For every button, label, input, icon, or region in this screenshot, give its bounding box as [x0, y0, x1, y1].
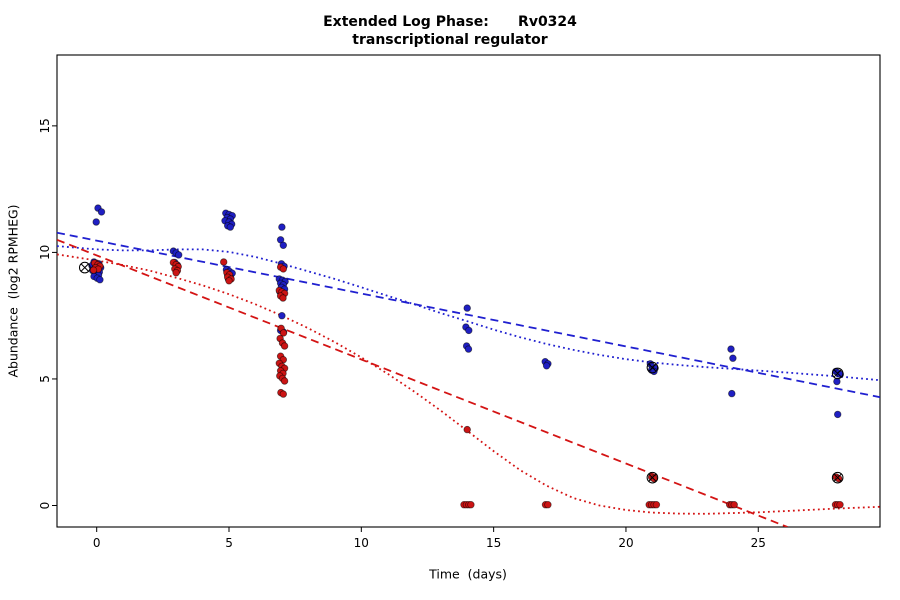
data-point-red [89, 266, 98, 274]
red-dashed-fit [57, 238, 788, 527]
x-axis: 0 5 10 15 20 25 [93, 527, 766, 550]
x-tick-label: 20 [618, 536, 633, 550]
trend-lines [57, 231, 880, 527]
chart-title-line2: transcriptional regulator [352, 32, 548, 48]
data-point-blue [97, 208, 106, 216]
data-point-blue [92, 218, 100, 226]
series-red [89, 258, 844, 509]
circle-x-icon [648, 363, 657, 372]
circle-x-icon [833, 369, 842, 378]
data-point-red [279, 390, 287, 398]
data-point-red [463, 425, 471, 434]
data-point-red [279, 294, 287, 302]
circle-x-icon [80, 263, 89, 272]
data-point-red [652, 501, 661, 509]
data-point-red [219, 258, 228, 266]
data-point-red [730, 501, 738, 509]
circle-x-icon [648, 473, 657, 482]
x-tick-label: 10 [354, 536, 369, 550]
data-point-blue [226, 223, 234, 231]
red-dotted-fit [57, 253, 880, 515]
data-point-red [172, 269, 180, 277]
y-axis: 0 5 10 15 [38, 118, 57, 509]
data-point-blue [728, 389, 736, 398]
series-blue [88, 204, 844, 419]
chart-title-line1: Extended Log Phase: Rv0324 [323, 14, 577, 30]
x-tick-label: 0 [93, 536, 101, 550]
circle-x-icon [831, 367, 844, 380]
data-point-blue [463, 304, 471, 312]
data-point-red [280, 377, 289, 385]
data-point-red [279, 265, 287, 273]
data-point-red [544, 501, 552, 509]
x-tick-label: 5 [225, 536, 233, 550]
data-point-blue [174, 251, 183, 259]
data-point-blue [279, 241, 287, 249]
circle-x-icon [646, 471, 659, 484]
data-point-red [279, 329, 288, 337]
data-point-blue [96, 276, 104, 284]
circle-x-icon [646, 361, 659, 374]
x-tick-label: 15 [486, 536, 501, 550]
data-point-blue [278, 312, 286, 320]
y-tick-label: 10 [38, 245, 52, 260]
chart-title: Extended Log Phase: Rv0324 transcription… [0, 13, 900, 49]
y-tick-label: 15 [38, 118, 52, 133]
blue-dashed-fit [57, 231, 880, 399]
y-tick-label: 0 [38, 502, 52, 510]
data-point-red [280, 342, 289, 350]
data-point-red [836, 501, 844, 509]
data-point-blue [278, 223, 286, 231]
blue-dotted-fit [57, 245, 880, 382]
flagged-points [78, 261, 844, 484]
x-tick-label: 25 [751, 536, 766, 550]
data-point-blue [542, 362, 551, 370]
data-point-blue [727, 345, 735, 353]
data-point-blue [729, 354, 737, 362]
data-point-blue [465, 326, 473, 335]
circle-x-icon [833, 473, 842, 482]
y-tick-label: 5 [38, 375, 52, 383]
x-axis-label: Time (days) [429, 566, 507, 582]
data-point-red [467, 501, 475, 509]
data-point-blue [834, 410, 842, 419]
circle-x-icon [831, 471, 844, 484]
data-point-red [225, 277, 233, 285]
circle-x-icon [78, 261, 91, 274]
data-point-blue [833, 377, 841, 386]
data-point-blue [464, 345, 473, 353]
plot-box [56, 54, 881, 528]
